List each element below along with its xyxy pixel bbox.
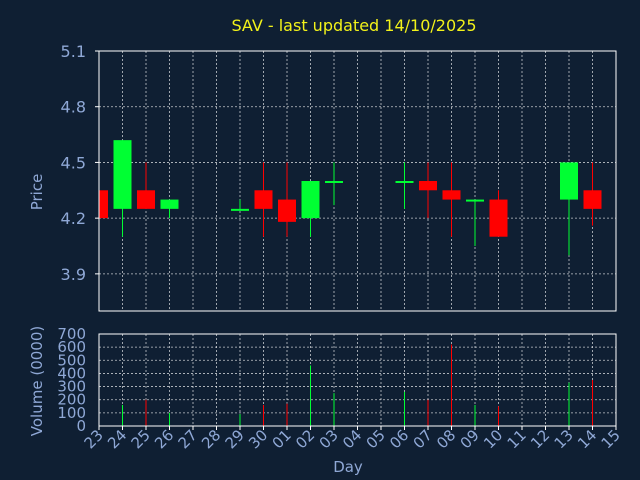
volume-tick-label: 700 bbox=[57, 325, 86, 343]
x-tick-label: 03 bbox=[316, 426, 342, 452]
x-axis-label: Day bbox=[333, 458, 363, 476]
x-tick-label: 09 bbox=[457, 426, 483, 452]
candle-body bbox=[113, 140, 132, 209]
candle-body bbox=[489, 199, 508, 237]
candle-body bbox=[160, 199, 179, 209]
price-panel-frame bbox=[98, 50, 617, 312]
volume-tick-label: 300 bbox=[57, 378, 86, 396]
x-tick-label: 30 bbox=[245, 426, 271, 452]
x-tick-label: 07 bbox=[410, 426, 436, 452]
x-ticks: 2324252627282930010203040506070809101112… bbox=[81, 426, 624, 452]
volume-tick-label: 100 bbox=[57, 404, 86, 422]
candle-body bbox=[254, 190, 273, 209]
x-tick-label: 26 bbox=[151, 426, 177, 452]
x-tick-label: 13 bbox=[551, 426, 577, 452]
x-tick-label: 11 bbox=[504, 426, 530, 452]
candle-body bbox=[466, 199, 484, 202]
volume-bars bbox=[122, 344, 593, 426]
x-tick-label: 05 bbox=[363, 426, 389, 452]
x-tick-label: 28 bbox=[198, 426, 224, 452]
x-tick-label: 29 bbox=[222, 426, 248, 452]
candle-body bbox=[137, 190, 155, 209]
x-tick-label: 14 bbox=[574, 426, 600, 452]
price-tick-label: 4.2 bbox=[61, 209, 86, 228]
volume-grid bbox=[98, 333, 617, 427]
x-tick-label: 08 bbox=[433, 426, 459, 452]
volume-tick-label: 600 bbox=[57, 338, 86, 356]
price-tick-label: 3.9 bbox=[61, 265, 86, 284]
price-grid bbox=[98, 50, 617, 311]
x-tick-label: 12 bbox=[527, 426, 553, 452]
volume-axis-label: Volume (0000) bbox=[28, 326, 46, 436]
volume-tick-label: 200 bbox=[57, 391, 86, 409]
candle-body bbox=[301, 181, 320, 219]
candle-body bbox=[395, 181, 414, 183]
price-axis-label: Price bbox=[28, 174, 46, 211]
x-tick-label: 27 bbox=[175, 426, 201, 452]
price-tick-label: 4.5 bbox=[61, 153, 86, 172]
x-tick-label: 15 bbox=[598, 426, 624, 452]
volume-tick-label: 0 bbox=[76, 417, 86, 435]
candle-body bbox=[560, 162, 578, 200]
volume-tick-label: 400 bbox=[57, 364, 86, 382]
x-tick-label: 01 bbox=[269, 426, 295, 452]
candle-body bbox=[325, 181, 343, 183]
chart-title: SAV - last updated 14/10/2025 bbox=[231, 16, 476, 35]
price-candles bbox=[99, 140, 602, 256]
price-y-ticks: 5.1 4.8 4.5 4.2 3.9 bbox=[61, 42, 99, 284]
x-tick-label: 25 bbox=[128, 426, 154, 452]
volume-tick-label: 500 bbox=[57, 351, 86, 369]
candle-body bbox=[419, 181, 437, 191]
candle-body bbox=[99, 190, 108, 219]
x-tick-label: 04 bbox=[339, 426, 365, 452]
price-tick-label: 4.8 bbox=[61, 98, 86, 117]
candle-body bbox=[231, 208, 249, 211]
x-tick-label: 02 bbox=[292, 426, 318, 452]
candle-body bbox=[583, 190, 602, 209]
price-tick-label: 5.1 bbox=[61, 42, 86, 61]
x-tick-label: 06 bbox=[386, 426, 412, 452]
x-tick-label: 10 bbox=[480, 426, 506, 452]
candle-body bbox=[442, 190, 461, 200]
candle-body bbox=[278, 199, 296, 222]
x-tick-label: 24 bbox=[104, 426, 130, 452]
